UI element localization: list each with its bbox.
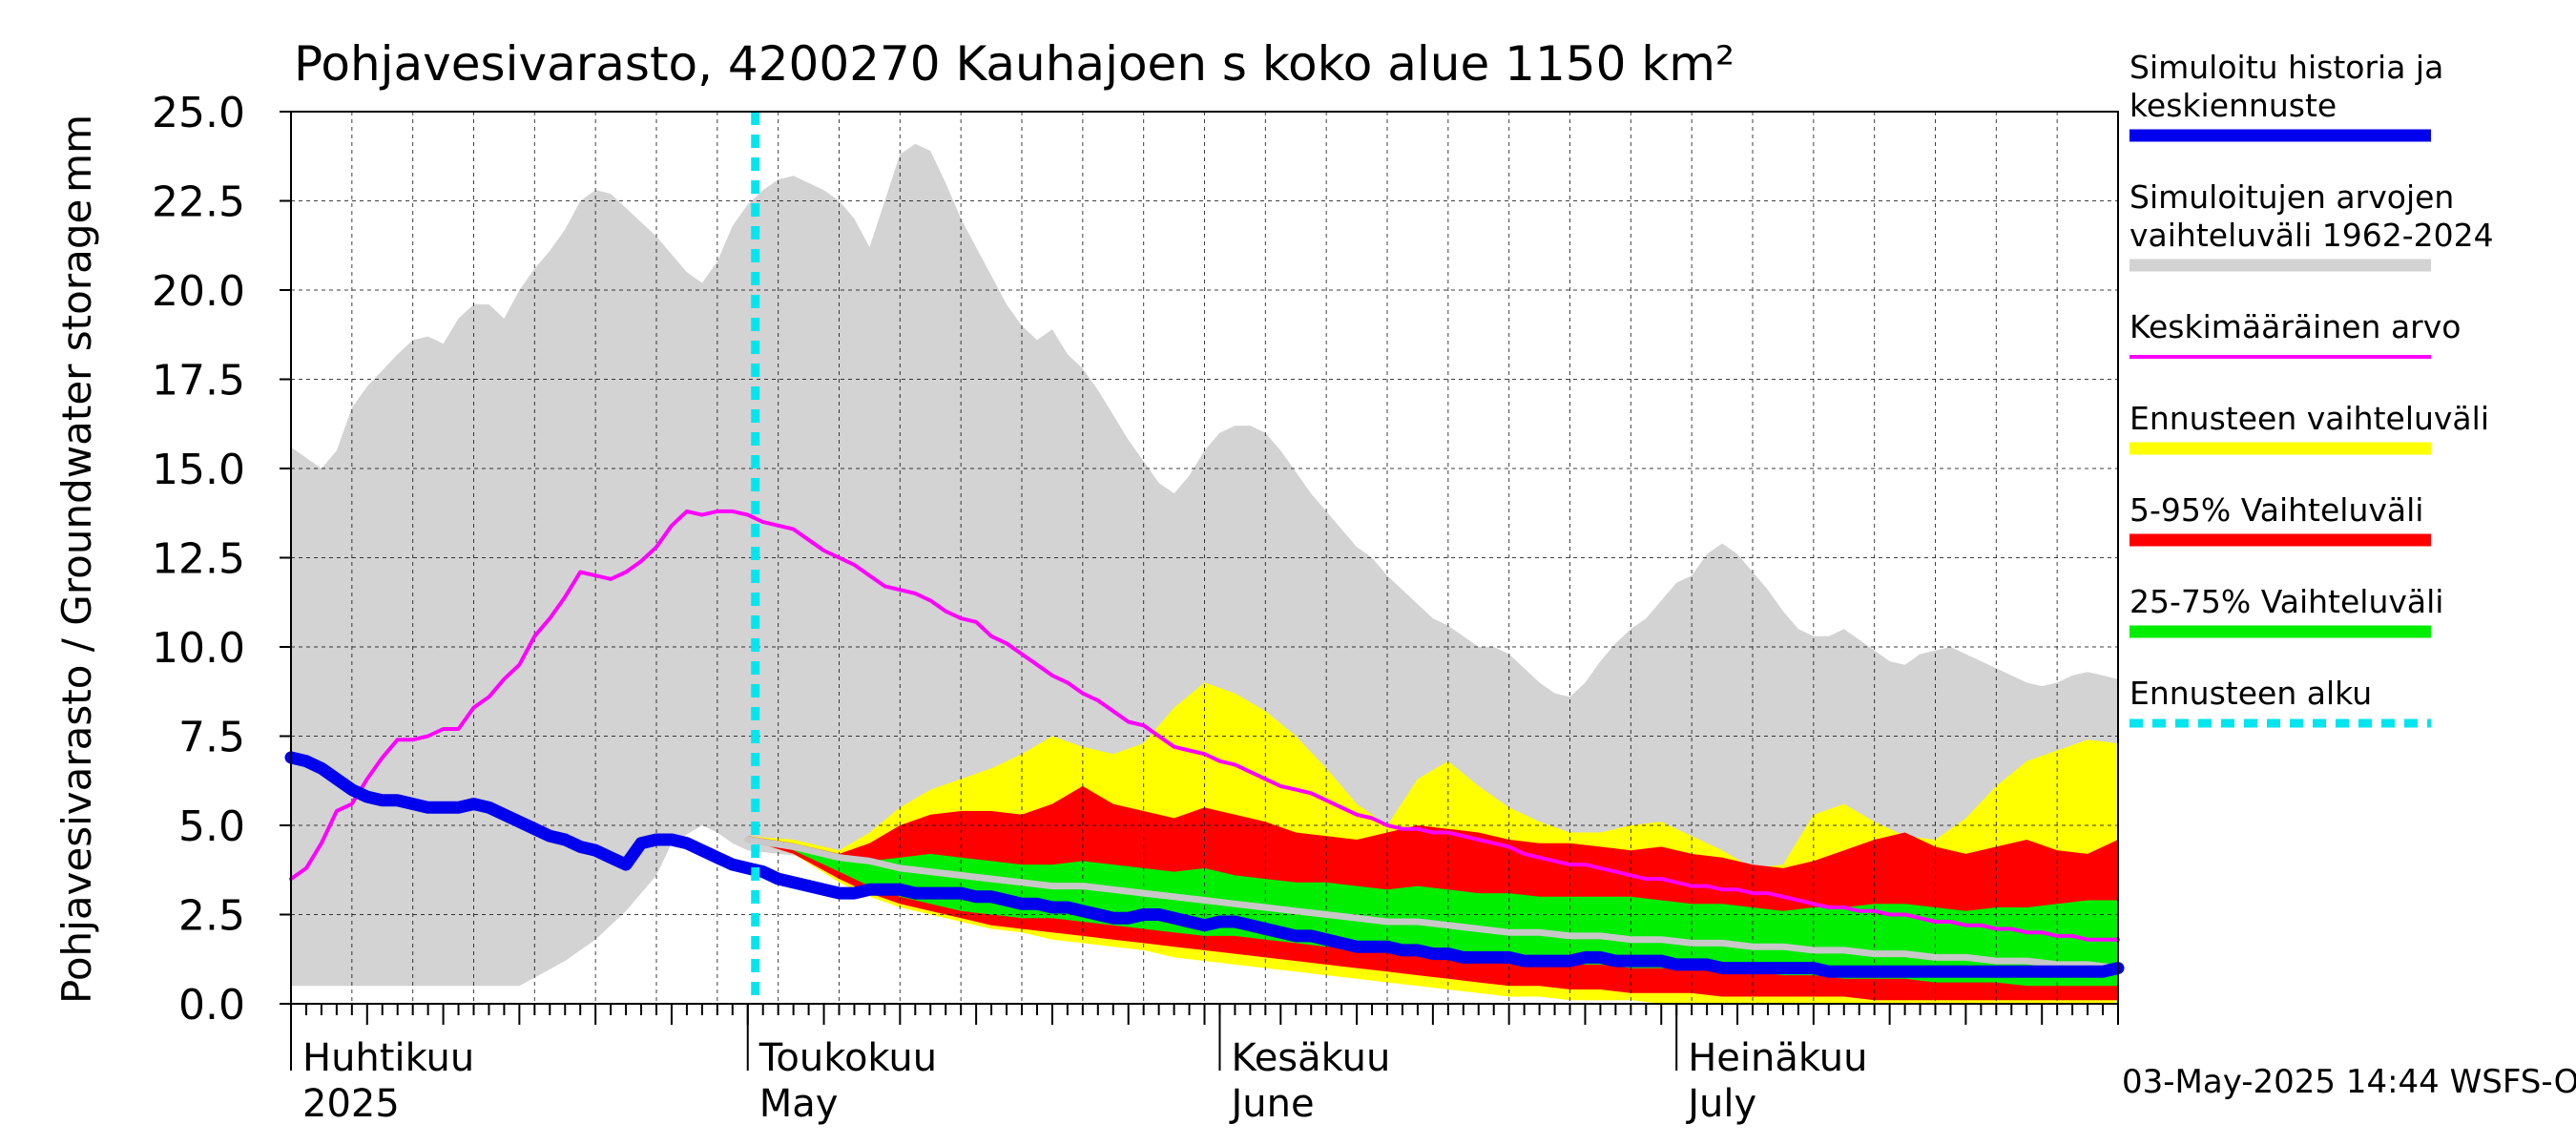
y-tick-label: 17.5 (152, 357, 245, 406)
month-label-en: May (759, 1082, 839, 1126)
y-tick-label: 22.5 (152, 178, 245, 227)
y-tick-label: 20.0 (152, 267, 245, 316)
y-tick-label: 5.0 (178, 802, 245, 851)
legend-label: 5-95% Vaihteluväli (2129, 491, 2423, 529)
series-lines (284, 112, 2125, 1004)
month-label-fi: Huhtikuu (302, 1036, 474, 1080)
legend-label: keskiennuste (2129, 87, 2337, 124)
y-tick-label: 15.0 (152, 446, 245, 494)
legend-label: Keskimääräinen arvo (2129, 308, 2461, 345)
month-label-fi: Toukokuu (758, 1036, 937, 1080)
chart-title: Pohjavesivarasto, 4200270 Kauhajoen s ko… (294, 36, 1735, 92)
legend-label: Simuloitu historia ja (2129, 49, 2443, 86)
historical-range-band (291, 143, 2118, 1004)
y-tick-label: 7.5 (178, 714, 245, 762)
legend-label: Ennusteen vaihteluväli (2129, 400, 2489, 437)
mean-value-line (289, 509, 2120, 942)
month-label-fi: Kesäkuu (1231, 1036, 1390, 1080)
legend-label: 25-75% Vaihteluväli (2129, 583, 2443, 620)
legend-label: Ennusteen alku (2129, 675, 2372, 712)
month-label-fi: Heinäkuu (1688, 1036, 1867, 1080)
y-tick-label: 12.5 (152, 535, 245, 584)
forecast-median-line (744, 836, 2122, 972)
y-axis-label: Pohjavesivarasto / Groundwater storage (53, 199, 100, 1004)
axes: 0.0 2.5 5.0 7.5 10.0 12.5 15.0 17.5 20.0 22.5 25.0… (152, 89, 2119, 1126)
y-tick-label: 10.0 (152, 624, 245, 673)
timestamp: 03-May-2025 14:44 WSFS-O (2122, 1063, 2576, 1101)
history-forecast-line (284, 751, 2125, 978)
y-tick-label: 2.5 (178, 892, 245, 941)
y-tick-label: 25.0 (152, 89, 245, 137)
month-label-en: 2025 (302, 1082, 400, 1126)
legend-label: vaihteluväli 1962-2024 (2129, 217, 2494, 254)
month-label-en: June (1228, 1082, 1314, 1126)
month-label-en: July (1685, 1082, 1756, 1126)
y-axis-unit: mm (53, 114, 100, 193)
legend-label: Simuloitujen arvojen (2129, 178, 2454, 216)
y-tick-label: 0.0 (178, 981, 245, 1030)
